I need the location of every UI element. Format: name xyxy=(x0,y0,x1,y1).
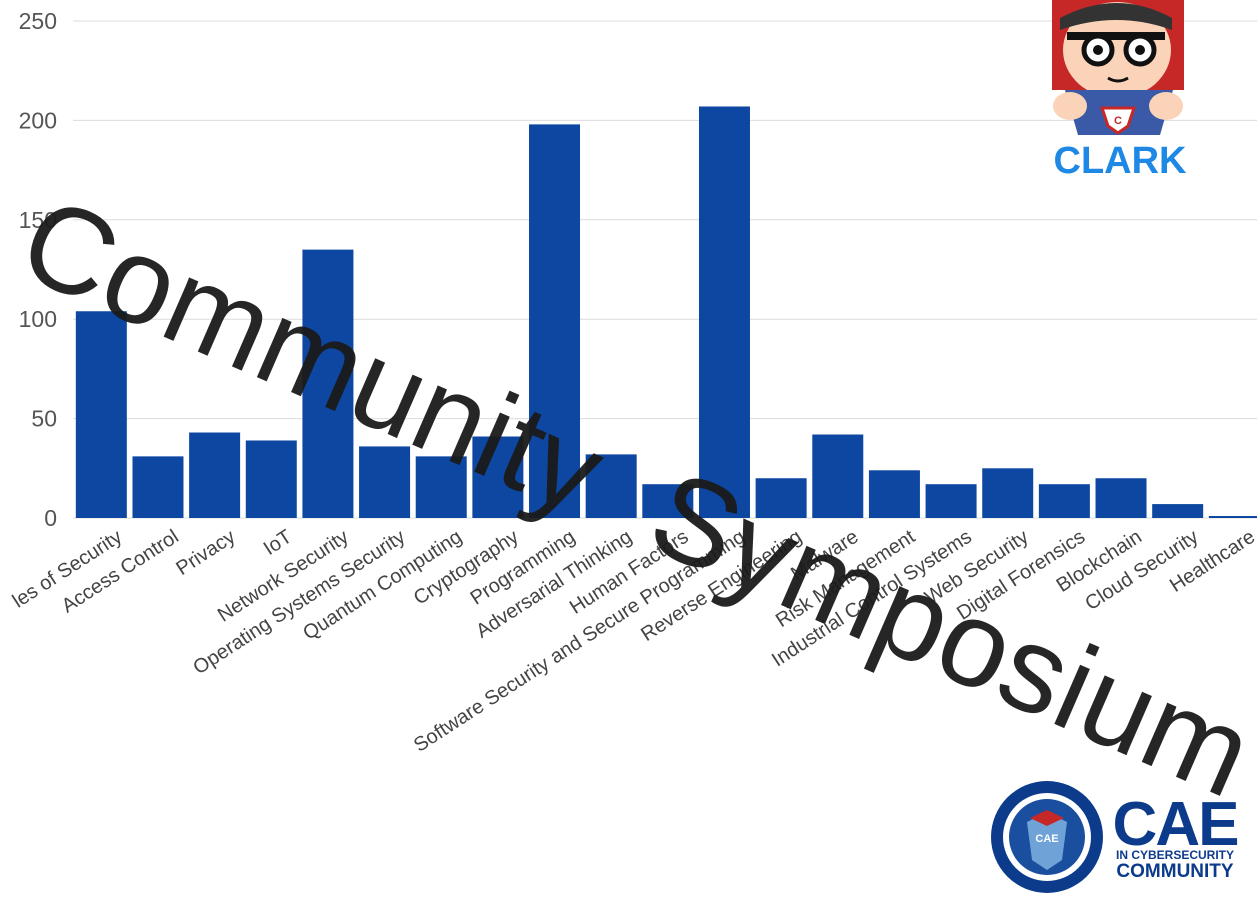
bar xyxy=(812,434,864,518)
x-tick-label: IoT xyxy=(260,526,296,560)
cae-line-1: IN CYBERSECURITY xyxy=(1116,848,1234,862)
bar xyxy=(585,454,637,518)
cae-line-2: COMMUNITY xyxy=(1116,861,1233,882)
clark-wordmark: CLARK xyxy=(1054,140,1188,182)
bars xyxy=(75,106,1257,518)
bar xyxy=(642,484,694,518)
bar xyxy=(472,436,524,518)
cae-logo: CAE CAE IN CYBERSECURITY COMMUNITY xyxy=(991,781,1239,893)
bar xyxy=(132,456,184,518)
bar xyxy=(925,484,977,518)
bar xyxy=(359,446,411,518)
y-tick-label: 150 xyxy=(19,207,57,233)
cae-emblem-label: CAE xyxy=(1035,833,1058,845)
bar xyxy=(529,124,581,518)
bar xyxy=(1038,484,1090,518)
y-tick-label: 100 xyxy=(19,306,57,332)
clark-logo: C CLARK xyxy=(1052,0,1187,182)
bar xyxy=(698,106,750,518)
bar xyxy=(1152,504,1204,518)
bar xyxy=(868,470,920,518)
clark-badge-letter: C xyxy=(1114,115,1122,127)
y-tick-label: 200 xyxy=(19,107,57,133)
x-tick-label: Privacy xyxy=(172,526,239,580)
bar xyxy=(982,468,1034,518)
y-tick-label: 0 xyxy=(44,505,57,531)
bar xyxy=(1208,516,1257,518)
cae-wordmark: CAE xyxy=(1113,790,1238,859)
bar xyxy=(189,432,241,518)
bar xyxy=(75,311,127,518)
bar xyxy=(302,249,354,518)
bar xyxy=(415,456,467,518)
bar xyxy=(755,478,807,518)
y-tick-label: 250 xyxy=(19,8,57,34)
y-tick-label: 50 xyxy=(31,406,57,432)
y-axis: 0 50 100 150 200 250 xyxy=(19,8,57,531)
bar xyxy=(1095,478,1147,518)
bar xyxy=(245,440,297,518)
